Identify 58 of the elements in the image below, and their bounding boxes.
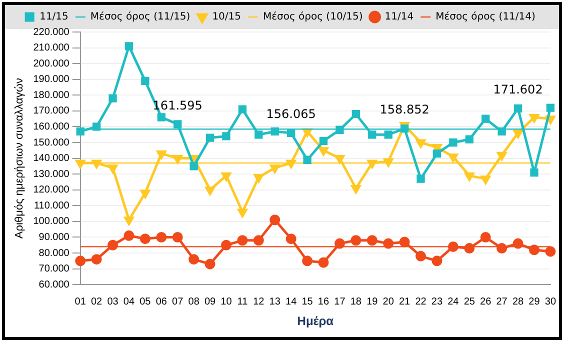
x-tick-label: 29 [528, 296, 540, 308]
y-tick-label: 120.000 [33, 184, 70, 196]
y-tick-label: 80.000 [38, 248, 70, 259]
y-tick-label: 100.000 [33, 216, 70, 228]
x-tick-label: 25 [464, 296, 476, 308]
x-tick-label: 10 [220, 296, 232, 308]
legend-label: Μέσος όρος (11/15) [90, 12, 190, 23]
y-tick-label: 220.000 [33, 26, 70, 38]
x-tick-label: 19 [366, 296, 378, 308]
y-tick-label: 210.000 [33, 42, 70, 54]
x-tick-label: 18 [350, 296, 362, 308]
x-tick-label: 11 [237, 296, 248, 308]
y-tick-label: 200.000 [33, 58, 70, 70]
y-tick-label: 70.000 [38, 264, 70, 275]
x-tick-label: 27 [496, 296, 508, 308]
y-tick-label: 110.000 [34, 200, 70, 212]
y-tick-label: 140.000 [33, 153, 70, 164]
x-tick-label: 07 [172, 296, 184, 308]
x-tick-label: 26 [480, 296, 492, 308]
x-tick-label: 28 [512, 296, 524, 308]
x-tick-label: 04 [123, 296, 135, 308]
legend-label: Μέσος όρος (11/14) [436, 12, 536, 23]
x-tick-label: 16 [318, 296, 330, 308]
x-tick-label: 01 [74, 296, 86, 308]
legend-label: 11/14 [384, 12, 414, 23]
y-tick-label: 160.000 [33, 121, 70, 132]
x-axis-title: Ημέρα [297, 314, 334, 328]
legend-label: 10/15 [212, 12, 242, 23]
x-tick-label: 06 [156, 296, 168, 308]
x-tick-label: 13 [269, 296, 281, 308]
x-tick-label: 15 [302, 296, 314, 308]
x-tick-label: 17 [334, 296, 346, 308]
y-axis-title: Αριθμός ημερήσιων συναλλαγών [14, 78, 26, 239]
y-tick-label: 90.000 [38, 232, 70, 243]
x-tick-label: 24 [448, 296, 460, 308]
y-tick-label: 190.000 [33, 74, 70, 86]
y-tick-label: 60.000 [38, 279, 70, 290]
x-tick-label: 14 [286, 296, 298, 308]
x-tick-label: 09 [204, 296, 216, 308]
data-label: 156.065 [266, 107, 316, 122]
x-tick-label: 30 [544, 296, 556, 308]
data-label: 158.852 [380, 102, 430, 117]
x-tick-label: 23 [431, 296, 443, 308]
x-tick-label: 08 [188, 296, 200, 308]
x-tick-label: 02 [90, 296, 103, 308]
x-tick-label: 03 [107, 296, 119, 308]
y-tick-label: 150.000 [33, 137, 70, 148]
data-label: 171.602 [493, 82, 543, 97]
x-tick-label: 05 [140, 296, 152, 308]
x-tick-label: 12 [253, 296, 265, 308]
x-tick-label: 21 [398, 296, 411, 308]
legend-label: 11/15 [40, 12, 68, 23]
y-tick-label: 130.000 [33, 168, 70, 180]
y-tick-label: 180.000 [33, 90, 70, 101]
y-tick-label: 170.000 [33, 106, 70, 117]
legend-label: Μέσος όρος (10/15) [263, 12, 363, 23]
x-tick-label: 20 [382, 296, 394, 308]
x-tick-label: 22 [415, 296, 427, 308]
